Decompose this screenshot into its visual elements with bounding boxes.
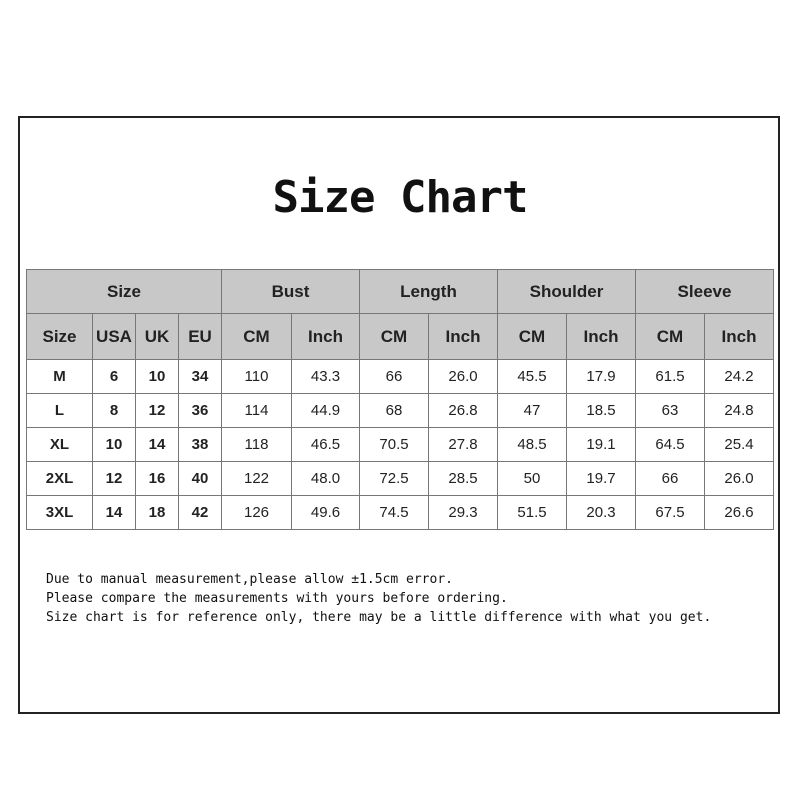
table-cell: 19.1 — [566, 427, 636, 462]
table-cell: 114 — [221, 393, 292, 428]
table-cell: 14 — [135, 427, 179, 462]
table-cell: 26.8 — [428, 393, 498, 428]
table-cell: 10 — [92, 427, 136, 462]
table-cell: 64.5 — [635, 427, 705, 462]
table-cell: 17.9 — [566, 359, 636, 394]
table-cell: 61.5 — [635, 359, 705, 394]
table-cell: 19.7 — [566, 461, 636, 496]
note-line: Due to manual measurement,please allow ±… — [46, 572, 453, 587]
table-cell: 10 — [135, 359, 179, 394]
column-header: Inch — [566, 313, 636, 360]
group-header: Bust — [221, 269, 360, 314]
table-cell: 66 — [635, 461, 705, 496]
table-cell: 18.5 — [566, 393, 636, 428]
table-cell: 118 — [221, 427, 292, 462]
table-cell: 18 — [135, 495, 179, 530]
table-cell: 74.5 — [359, 495, 429, 530]
table-cell: 8 — [92, 393, 136, 428]
table-cell: 122 — [221, 461, 292, 496]
table-cell: 26.0 — [704, 461, 774, 496]
table-cell: 14 — [92, 495, 136, 530]
table-cell: 40 — [178, 461, 222, 496]
table-cell: 26.6 — [704, 495, 774, 530]
table-cell: 47 — [497, 393, 567, 428]
column-header: CM — [221, 313, 292, 360]
group-header: Size — [26, 269, 222, 314]
group-header: Length — [359, 269, 498, 314]
table-cell: M — [26, 359, 93, 394]
table-cell: L — [26, 393, 93, 428]
table-cell: 42 — [178, 495, 222, 530]
note-line: Size chart is for reference only, there … — [46, 610, 712, 625]
table-cell: 16 — [135, 461, 179, 496]
table-cell: 24.2 — [704, 359, 774, 394]
table-cell: 70.5 — [359, 427, 429, 462]
column-header-row: Size USA UK EU CM Inch CM Inch CM Inch CM Inch — [26, 313, 774, 360]
column-header: Inch — [428, 313, 498, 360]
table-cell: 43.3 — [291, 359, 360, 394]
table-cell: 26.0 — [428, 359, 498, 394]
table-cell: 6 — [92, 359, 136, 394]
table-cell: 67.5 — [635, 495, 705, 530]
table-cell: 12 — [135, 393, 179, 428]
table-cell: 49.6 — [291, 495, 360, 530]
table-cell: 44.9 — [291, 393, 360, 428]
table-row: M 6 10 34 110 43.3 66 26.0 45.5 17.9 61.5 24.2 — [26, 359, 774, 394]
table-cell: XL — [26, 427, 93, 462]
table-cell: 126 — [221, 495, 292, 530]
table-cell: 46.5 — [291, 427, 360, 462]
column-header: Inch — [291, 313, 360, 360]
table-cell: 20.3 — [566, 495, 636, 530]
column-header: USA — [92, 313, 136, 360]
column-header: CM — [635, 313, 705, 360]
table-cell: 36 — [178, 393, 222, 428]
table-cell: 51.5 — [497, 495, 567, 530]
notes: Due to manual measurement,please allow ±… — [46, 570, 711, 627]
table-row: 3XL 14 18 42 126 49.6 74.5 29.3 51.5 20.3 67.5 26.6 — [26, 495, 774, 530]
size-table: Size Bust Length Shoulder Sleeve Size USA… — [26, 269, 774, 530]
column-header: EU — [178, 313, 222, 360]
table-cell: 25.4 — [704, 427, 774, 462]
table-cell: 24.8 — [704, 393, 774, 428]
column-header: Size — [26, 313, 93, 360]
table-cell: 45.5 — [497, 359, 567, 394]
page-title: Size Chart — [272, 172, 529, 223]
table-cell: 63 — [635, 393, 705, 428]
chart-frame — [18, 116, 780, 714]
table-cell: 27.8 — [428, 427, 498, 462]
table-row: L 8 12 36 114 44.9 68 26.8 47 18.5 63 24.8 — [26, 393, 774, 428]
column-header: Inch — [704, 313, 774, 360]
group-header-row: Size Bust Length Shoulder Sleeve — [26, 269, 774, 314]
table-cell: 72.5 — [359, 461, 429, 496]
table-row: 2XL 12 16 40 122 48.0 72.5 28.5 50 19.7 66 26.0 — [26, 461, 774, 496]
table-cell: 12 — [92, 461, 136, 496]
table-cell: 48.0 — [291, 461, 360, 496]
table-cell: 34 — [178, 359, 222, 394]
table-cell: 28.5 — [428, 461, 498, 496]
table-row: XL 10 14 38 118 46.5 70.5 27.8 48.5 19.1 64.5 25.4 — [26, 427, 774, 462]
table-cell: 66 — [359, 359, 429, 394]
group-header: Shoulder — [497, 269, 636, 314]
table-cell: 110 — [221, 359, 292, 394]
column-header: CM — [359, 313, 429, 360]
table-cell: 50 — [497, 461, 567, 496]
table-cell: 48.5 — [497, 427, 567, 462]
table-cell: 3XL — [26, 495, 93, 530]
column-header: CM — [497, 313, 567, 360]
note-line: Please compare the measurements with you… — [46, 591, 508, 606]
group-header: Sleeve — [635, 269, 774, 314]
table-cell: 38 — [178, 427, 222, 462]
table-cell: 29.3 — [428, 495, 498, 530]
column-header: UK — [135, 313, 179, 360]
table-cell: 68 — [359, 393, 429, 428]
table-cell: 2XL — [26, 461, 93, 496]
